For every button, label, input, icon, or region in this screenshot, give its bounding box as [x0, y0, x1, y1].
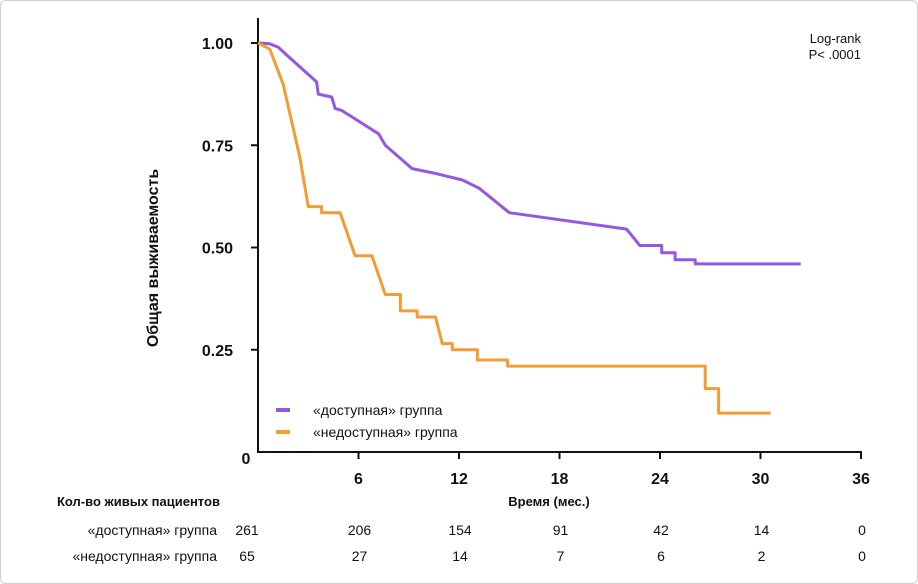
x-ticks: 6 12 18 24 30 36	[354, 452, 870, 488]
risk-cell: 14	[754, 522, 770, 538]
legend-label-inaccessible: «недоступная» группа	[313, 424, 458, 440]
log-rank-line-1: Log-rank	[810, 31, 862, 46]
x-tick-label: 18	[551, 471, 569, 488]
risk-cell: 91	[553, 522, 569, 538]
y-tick-label: 0.50	[202, 241, 233, 258]
survival-line-inaccessible	[257, 41, 771, 415]
legend-label-accessible: «доступная» группа	[313, 402, 443, 418]
y-origin-label: 0	[242, 451, 251, 468]
log-rank-line-2: P< .0001	[809, 47, 861, 62]
risk-cell: 261	[235, 522, 259, 538]
y-tick-label: 0.25	[202, 343, 233, 360]
risk-cell: 154	[448, 522, 472, 538]
y-axis-title: Общая выживаемость	[145, 169, 162, 348]
survival-line-accessible	[257, 41, 801, 266]
x-tick-label: 6	[354, 471, 363, 488]
series-group	[257, 41, 801, 415]
risk-row-label: «доступная» группа	[88, 522, 218, 538]
x-tick-label: 24	[651, 471, 669, 488]
risk-cell: 0	[858, 548, 866, 564]
risk-table-header: Кол-во живых пациентов	[57, 494, 220, 509]
y-ticks: 1.00 0.75 0.50 0.25	[202, 36, 258, 360]
risk-cell: 7	[557, 548, 565, 564]
legend: «доступная» группа «недоступная» группа	[276, 402, 458, 440]
risk-cell: 2	[758, 548, 766, 564]
x-tick-label: 36	[852, 471, 870, 488]
risk-cell: 42	[653, 522, 669, 538]
risk-cell: 6	[657, 548, 665, 564]
risk-cell: 14	[452, 548, 468, 564]
y-tick-label: 1.00	[202, 36, 233, 53]
risk-cell: 27	[352, 548, 368, 564]
x-axis-title: Время (мес.)	[508, 494, 589, 509]
risk-cell: 65	[239, 548, 255, 564]
risk-table: «доступная» группа 261 206 154 91 42 14 0«недос…	[72, 522, 866, 564]
risk-cell: 0	[858, 522, 866, 538]
x-tick-label: 30	[752, 471, 770, 488]
risk-row-label: «недоступная» группа	[72, 548, 217, 564]
y-tick-label: 0.75	[202, 138, 233, 155]
log-rank-annotation: Log-rank P< .0001	[809, 31, 862, 62]
x-tick-label: 12	[450, 471, 468, 488]
risk-cell: 206	[348, 522, 372, 538]
